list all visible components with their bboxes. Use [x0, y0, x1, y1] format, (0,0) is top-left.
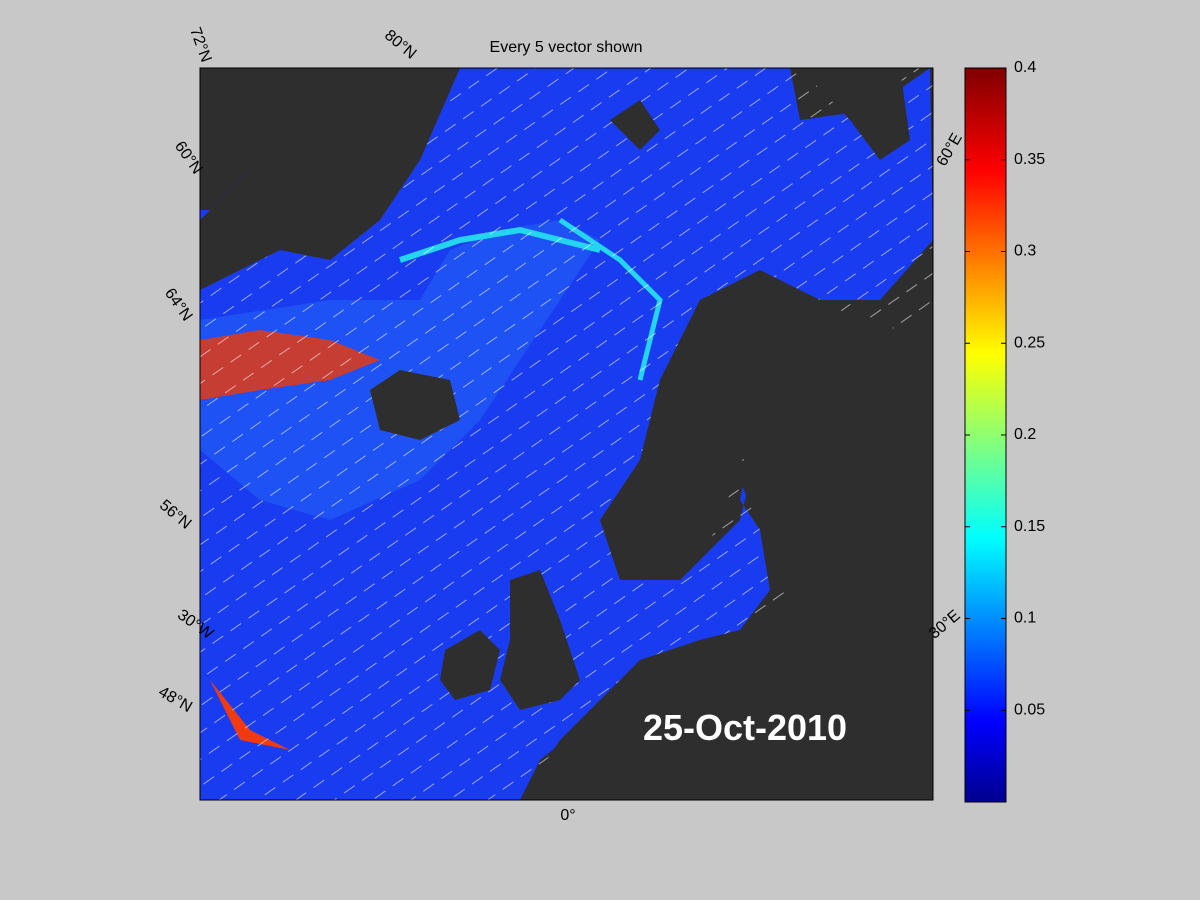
- date-label: 25-Oct-2010: [643, 707, 847, 748]
- colorbar-tick-label: 0.3: [1014, 243, 1036, 260]
- colorbar-tick-label: 0.05: [1014, 701, 1045, 718]
- graticule-label: 56°N: [156, 497, 194, 533]
- graticule-label: 64°N: [161, 285, 195, 324]
- land: [500, 570, 580, 710]
- land: [200, 68, 460, 290]
- graticule-label: 80°N: [381, 27, 419, 63]
- colorbar-tick-label: 0.4: [1014, 59, 1036, 76]
- colorbar-tick-label: 0.35: [1014, 151, 1045, 168]
- land: [610, 100, 660, 150]
- map: [200, 68, 933, 800]
- colorbar-tick-label: 0.2: [1014, 426, 1036, 443]
- colorbar-tick-label: 0.15: [1014, 518, 1045, 535]
- land: [520, 270, 933, 800]
- graticule-label: 48°N: [155, 683, 194, 716]
- graticule-label: 60°E: [934, 131, 966, 170]
- land: [440, 630, 500, 700]
- map-title: Every 5 vector shown: [490, 39, 643, 56]
- graticule-label: 0°: [560, 807, 575, 824]
- land: [370, 370, 460, 440]
- map-frame: [199, 67, 934, 801]
- colorbar: [964, 67, 1007, 803]
- colorbar-tick-label: 0.25: [1014, 334, 1045, 351]
- land: [800, 68, 910, 160]
- land: [200, 68, 300, 210]
- graticule-label: 72°N: [186, 25, 214, 64]
- colorbar-tick-label: 0.1: [1014, 610, 1036, 627]
